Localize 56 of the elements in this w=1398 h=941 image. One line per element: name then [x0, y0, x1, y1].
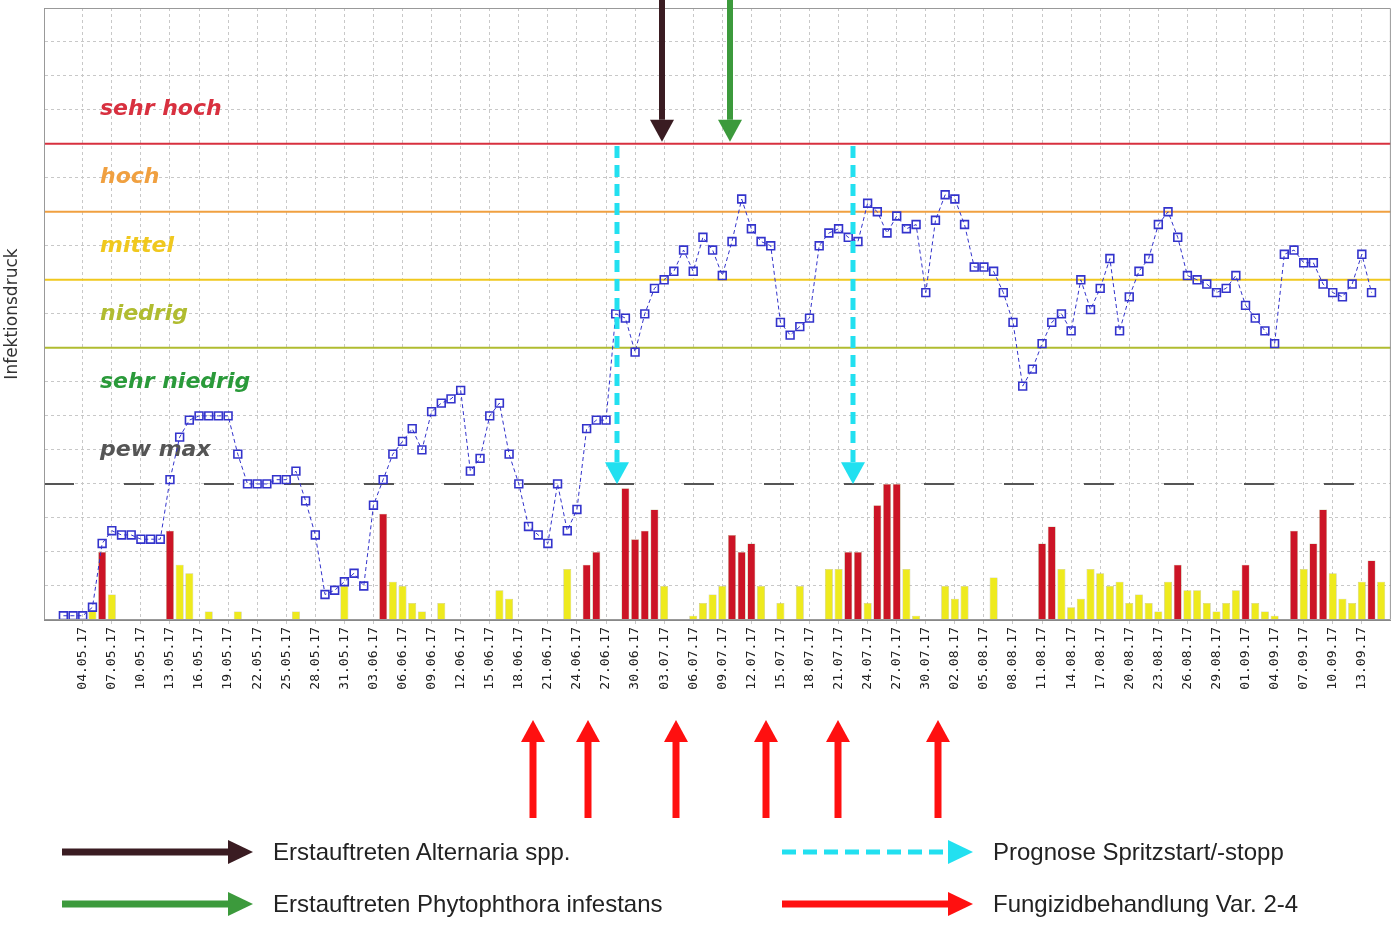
x-tick-label: 03.06.17 — [364, 627, 380, 690]
x-tick-label: 09.07.17 — [713, 627, 729, 690]
x-tick-label: 07.09.17 — [1295, 627, 1311, 690]
x-tick-label: 30.07.17 — [917, 627, 933, 690]
x-tick-label: 18.06.17 — [510, 627, 526, 690]
x-tick-label: 16.05.17 — [190, 627, 206, 690]
x-tick-label: 20.08.17 — [1120, 627, 1136, 690]
ref-line-label: hoch — [100, 163, 160, 189]
x-tick-label: 13.09.17 — [1353, 627, 1369, 690]
x-tick-label: 03.07.17 — [655, 627, 671, 690]
x-tick-label: 31.05.17 — [335, 627, 351, 690]
text: Erstauftreten Alternaria spp. — [273, 838, 571, 866]
x-tick-label: 15.07.17 — [771, 627, 787, 690]
ref-line-label: sehr hoch — [100, 95, 222, 121]
x-tick-label: 01.09.17 — [1236, 627, 1252, 690]
x-tick-label: 24.07.17 — [859, 627, 875, 690]
x-tick-label: 22.05.17 — [248, 627, 264, 690]
x-tick-label: 19.05.17 — [219, 627, 235, 690]
x-tick-label: 05.08.17 — [975, 627, 991, 690]
x-tick-label: 11.08.17 — [1033, 627, 1049, 690]
x-tick-label: 21.06.17 — [539, 627, 555, 690]
x-tick-label: 10.05.17 — [132, 627, 148, 690]
text: Prognose Spritzstart/-stopp — [993, 838, 1284, 866]
x-tick-label: 23.08.17 — [1149, 627, 1165, 690]
ref-line-label: pew max — [99, 435, 212, 461]
x-tick-label: 21.07.17 — [829, 627, 845, 690]
text: Fungizidbehandlung Var. 2-4 — [993, 890, 1299, 918]
x-tick-label: 30.06.17 — [626, 627, 642, 690]
x-tick-label: 18.07.17 — [800, 627, 816, 690]
x-tick-label: 17.08.17 — [1091, 627, 1107, 690]
x-tick-label: 28.05.17 — [306, 627, 322, 690]
x-tick-label: 02.08.17 — [946, 627, 962, 690]
ref-line-label: mittel — [100, 231, 175, 257]
x-tick-label: 09.06.17 — [422, 627, 438, 690]
x-tick-label: 08.08.17 — [1004, 627, 1020, 690]
text: Erstauftreten Phytophthora infestans — [273, 890, 663, 918]
x-tick-label: 04.09.17 — [1266, 627, 1281, 690]
ref-line-label: niedrig — [100, 299, 189, 325]
y-axis-title: Infektionsdruck — [0, 248, 21, 380]
x-tick-label: 13.05.17 — [161, 627, 177, 690]
x-tick-label: 10.09.17 — [1324, 627, 1340, 690]
x-tick-label: 26.08.17 — [1178, 627, 1194, 690]
x-tick-label: 06.07.17 — [684, 627, 700, 690]
x-tick-label: 07.05.17 — [103, 627, 119, 690]
x-tick-label: 12.06.17 — [452, 627, 468, 690]
x-tick-label: 24.06.17 — [568, 627, 584, 690]
x-tick-label: 27.06.17 — [597, 627, 613, 690]
x-tick-label: 06.06.17 — [393, 627, 409, 690]
x-tick-label: 25.05.17 — [277, 627, 293, 690]
x-tick-label: 29.08.17 — [1207, 627, 1223, 690]
x-tick-label: 15.06.17 — [481, 627, 497, 690]
annotation: sehr niedrig — [100, 367, 251, 393]
x-tick-label: 14.08.17 — [1062, 627, 1078, 690]
x-tick-label: 27.07.17 — [888, 627, 904, 690]
x-tick-label: 04.05.17 — [74, 627, 90, 690]
x-tick-label: 12.07.17 — [742, 627, 758, 690]
